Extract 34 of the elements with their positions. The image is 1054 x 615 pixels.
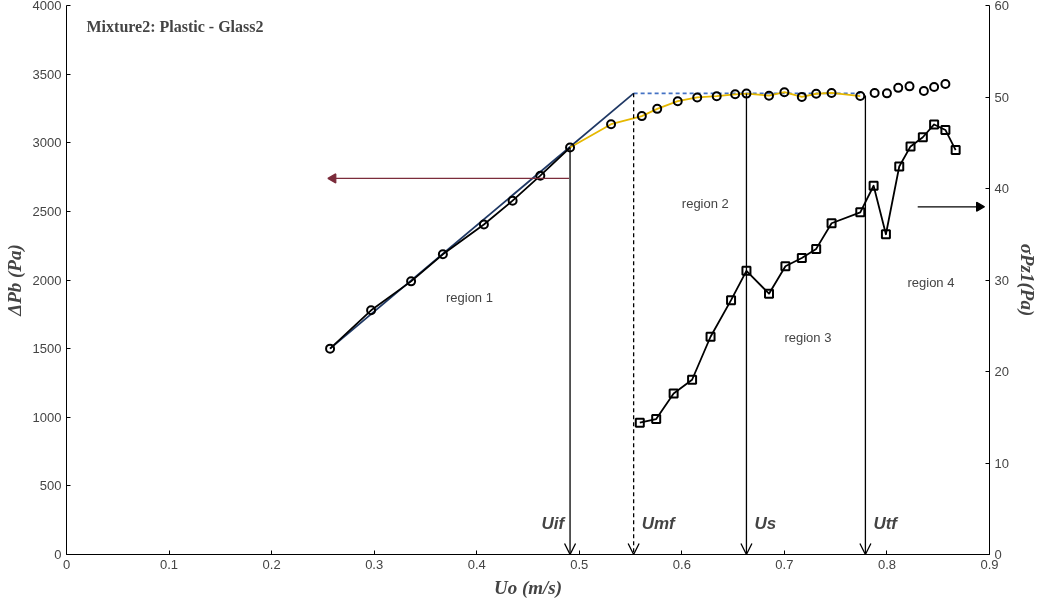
y-tick-label: 2000 (32, 272, 62, 288)
x-tick-label: 0.4 (467, 556, 486, 572)
y2-tick-label: 20 (994, 364, 1009, 379)
annotation: region 2 (681, 196, 729, 212)
annotation: Uif (541, 513, 567, 533)
y-tick-label: 500 (39, 478, 62, 494)
x-tick-label: 0.3 (365, 556, 384, 572)
y-tick-label: 4000 (32, 0, 62, 13)
y2-tick-label: 40 (994, 181, 1009, 196)
y-tick-label: 1500 (32, 341, 62, 357)
annotation: region 1 (445, 289, 493, 305)
annotation: Umf (641, 513, 678, 533)
x-tick-label: 0.8 (877, 556, 896, 572)
annotation: region 3 (784, 329, 832, 345)
y-tick-label: 1000 (32, 409, 62, 425)
y2-tick-label: 10 (994, 455, 1009, 471)
x-tick-label: 0.5 (570, 556, 589, 572)
x-axis-title: Uo (m/s) (493, 576, 563, 599)
x-tick-label: 0.2 (262, 556, 281, 572)
annotation: Utf (873, 513, 900, 533)
y2-axis-title: σPz1(Pa) (1015, 243, 1038, 317)
annotation: region 4 (907, 274, 955, 290)
y2-tick-label: 50 (994, 89, 1009, 105)
y-tick-label: 3000 (32, 135, 62, 151)
x-tick-label: 0.7 (775, 556, 794, 572)
x-tick-label: 0.6 (672, 556, 691, 572)
text: Mixture2: Plastic - Glass2 (86, 17, 264, 35)
y2-tick-label: 60 (994, 0, 1009, 13)
y-tick-label: 2500 (32, 203, 62, 219)
y2-tick-label: 30 (994, 272, 1009, 288)
x-tick-label: 0.1 (160, 556, 179, 572)
y-axis-title: ΔPb (Pa) (3, 244, 26, 317)
y-tick-label: 3500 (32, 66, 62, 82)
annotation: Us (754, 513, 777, 533)
